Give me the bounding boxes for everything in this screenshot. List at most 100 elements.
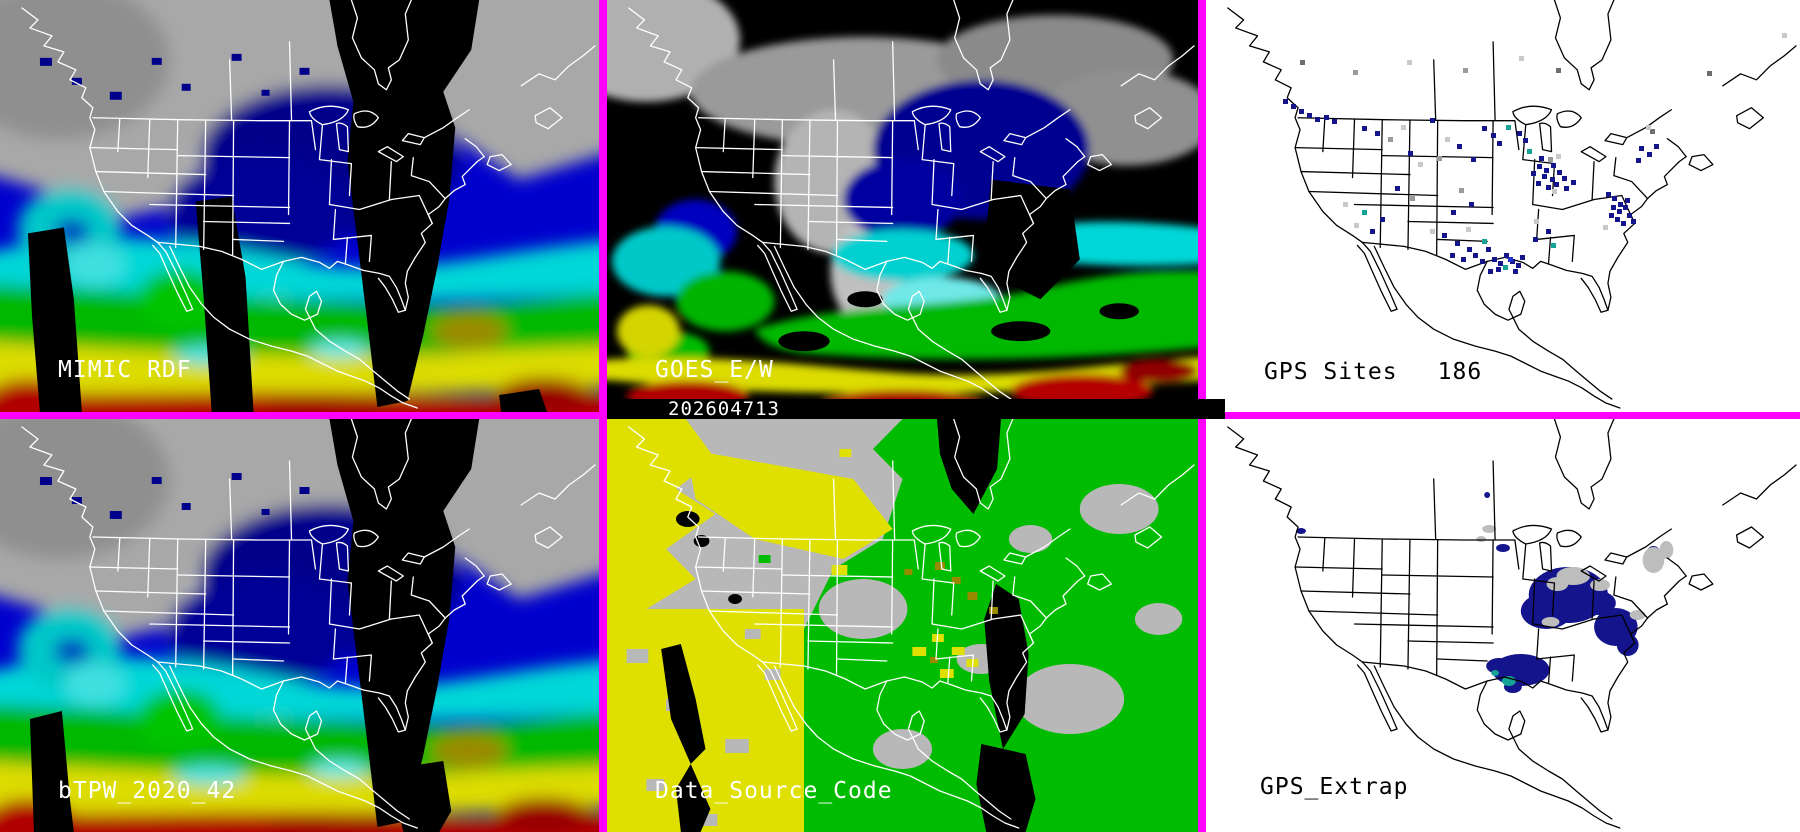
gps-site-dot <box>1455 241 1461 247</box>
gps-site-dot <box>1706 70 1712 76</box>
gps-site-dot <box>1482 239 1488 245</box>
gps-site-dot <box>1380 217 1386 223</box>
goes-ew-label: GOES_E/W <box>655 357 774 383</box>
gps-site-dot <box>1630 219 1636 225</box>
gps-extrap-blob <box>1482 525 1497 533</box>
panel-mimic-rdf: MIMIC RDF <box>0 0 599 412</box>
gps-site-dot <box>1608 213 1614 219</box>
gps-site-dot <box>1486 247 1492 253</box>
gps-site-dot <box>1620 221 1626 227</box>
btpw-data-gap-swaths <box>29 419 480 832</box>
gps-site-dot <box>1530 170 1536 176</box>
gps-site-dot <box>1611 195 1617 201</box>
mimic-rdf-label: MIMIC RDF <box>58 357 192 383</box>
gps-extrap-blob <box>1659 541 1674 559</box>
gps-extrap-blob <box>1476 536 1487 542</box>
panel-btpw: bTPW_2020_42 <box>0 419 599 832</box>
gps-site-dot <box>1406 59 1412 65</box>
gps-site-dot <box>1614 217 1620 223</box>
gps-site-dot <box>1536 163 1542 169</box>
gps-site-dot <box>1444 136 1450 142</box>
gps-site-dot <box>1547 156 1553 162</box>
gps-site-dot <box>1488 269 1494 275</box>
timestamp-bar: 202604713 <box>607 399 1225 419</box>
gps-site-dot <box>1503 253 1509 259</box>
gps-extrap-map-image <box>1206 419 1800 832</box>
gps-site-dot <box>1407 150 1413 156</box>
gps-site-dot <box>1491 132 1497 138</box>
gps-site-dot <box>1518 55 1524 61</box>
gps-site-dot <box>1532 237 1538 243</box>
gps-site-dot <box>1362 125 1368 131</box>
gps-sites-label: GPS Sites 186 <box>1264 360 1482 384</box>
gps-site-dot <box>1306 112 1312 118</box>
gps-site-dot <box>1557 169 1563 175</box>
gps-site-dot <box>1331 118 1337 124</box>
mimic-data-gap-swaths <box>27 0 548 412</box>
gps-site-dot <box>1622 205 1628 211</box>
gps-site-dot <box>1516 130 1522 136</box>
mimic-rdf-map-image <box>0 0 599 412</box>
gps-site-dot <box>1564 185 1570 191</box>
gps-site-dot <box>1556 67 1562 73</box>
gps-site-dot <box>1571 179 1577 185</box>
gps-site-dot <box>1505 124 1511 130</box>
gps-extrap-blob <box>1642 547 1665 573</box>
gps-site-dot <box>1467 247 1473 253</box>
gps-site-dot <box>1624 197 1630 203</box>
gps-site-dot <box>1610 205 1616 211</box>
gps-extrap-blob <box>1546 577 1569 591</box>
gps-site-dot <box>1450 210 1456 216</box>
gps-site-dot <box>1515 263 1521 269</box>
gps-site-dot <box>1550 162 1556 168</box>
gps-sites-count: 186 <box>1437 359 1483 385</box>
gps-extrap-blob <box>1491 670 1500 676</box>
gps-site-dot <box>1635 157 1641 163</box>
gps-site-dot <box>1626 213 1632 219</box>
gps-site-dot <box>1314 116 1320 122</box>
gps-site-dot <box>1502 265 1508 271</box>
gps-site-dot <box>1471 156 1477 162</box>
gps-site-dot <box>1650 128 1656 134</box>
gps-site-dot <box>1482 125 1488 131</box>
gps-site-dot <box>1441 233 1447 239</box>
gps-sites-label-text: GPS Sites <box>1264 359 1398 385</box>
gps-site-dot <box>1646 151 1652 157</box>
gps-site-dot <box>1370 229 1376 235</box>
gps-site-dot <box>1507 257 1513 263</box>
gps-site-dot <box>1543 167 1549 173</box>
gps-site-dot <box>1354 223 1360 229</box>
gps-site-dot <box>1533 219 1539 225</box>
gps-site-dot <box>1375 130 1381 136</box>
gps-site-dot <box>1395 185 1401 191</box>
gps-site-dot <box>1535 180 1541 186</box>
gps-site-dot <box>1480 259 1486 265</box>
gps-extrap-blob <box>1496 544 1510 552</box>
gps-site-dot <box>1461 257 1467 263</box>
gps-site-dot <box>1526 148 1532 154</box>
gps-site-dot <box>1401 124 1406 130</box>
gps-site-dot <box>1562 175 1568 181</box>
panel-gps-sites: GPS Sites 186 <box>1206 0 1800 412</box>
gps-extrap-blob <box>1484 492 1491 498</box>
goes-ew-map-image <box>607 0 1198 412</box>
gps-site-dot <box>1473 253 1479 259</box>
data-source-olive-specks <box>904 562 999 663</box>
timestamp-text: 202604713 <box>668 398 780 420</box>
gps-site-dot <box>1300 59 1306 65</box>
gps-site-dot <box>1522 137 1528 143</box>
gps-site-dot <box>1498 261 1504 267</box>
gps-site-dot <box>1409 195 1415 201</box>
data-source-code-label: Data_Source_Code <box>655 778 893 804</box>
gps-site-dot <box>1782 32 1788 38</box>
gps-extrap-blob <box>1541 617 1560 627</box>
gps-site-dot <box>1605 191 1611 197</box>
btpw-label: bTPW_2020_42 <box>58 778 237 804</box>
gps-site-dot <box>1538 155 1544 161</box>
gps-site-dot <box>1616 209 1622 215</box>
gps-site-dot <box>1556 153 1562 159</box>
gps-site-dot <box>1449 253 1455 259</box>
gps-site-dot <box>1459 187 1465 193</box>
gps-site-dot <box>1457 143 1463 149</box>
